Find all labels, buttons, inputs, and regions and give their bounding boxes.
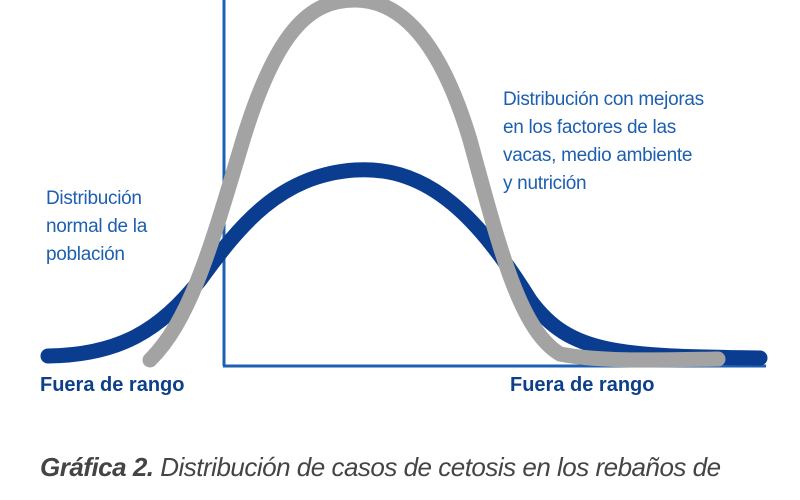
caption: Gráfica 2. Distribución de casos de ceto… bbox=[40, 452, 721, 483]
caption-text: Distribución de casos de cetosis en los … bbox=[160, 452, 721, 482]
note-line: en los factores de las bbox=[503, 117, 676, 138]
note-line: normal de la bbox=[46, 216, 147, 237]
note-line: población bbox=[46, 244, 125, 265]
range-label: Fuera de rango bbox=[40, 374, 185, 396]
left-note: Distribución normal de la población bbox=[46, 185, 147, 269]
right-note: Distribución con mejoras en los factores… bbox=[503, 86, 704, 198]
note-line: y nutrición bbox=[503, 173, 587, 194]
note-line: vacas, medio ambiente bbox=[503, 145, 693, 166]
note-line: Distribución con mejoras bbox=[503, 89, 704, 110]
caption-label: Gráfica 2. bbox=[40, 452, 154, 482]
improved-curve bbox=[142, 0, 726, 368]
range-label: Fuera de rango bbox=[510, 374, 655, 396]
normal-curve bbox=[40, 162, 768, 366]
note-line: Distribución bbox=[46, 188, 142, 209]
